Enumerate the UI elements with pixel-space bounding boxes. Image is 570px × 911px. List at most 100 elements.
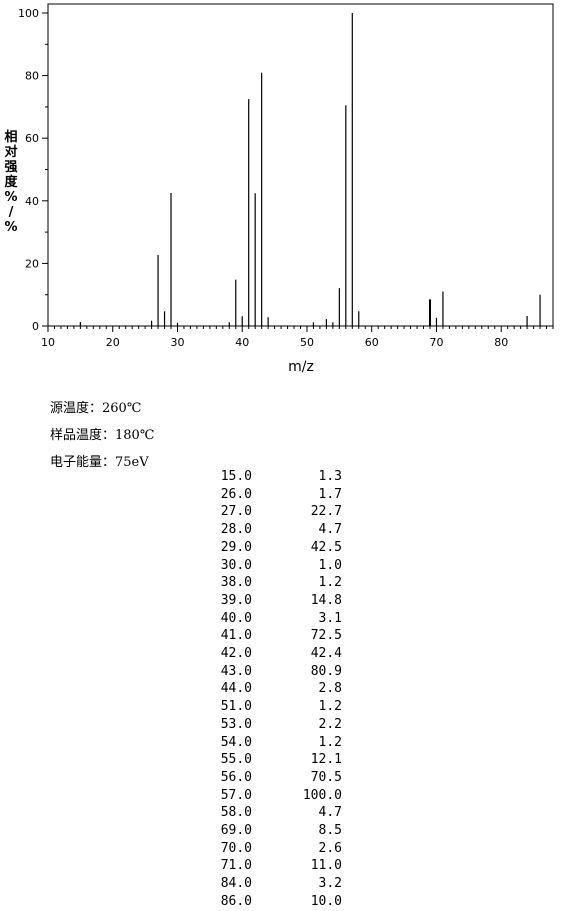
- x-tick-label: 50: [300, 336, 314, 349]
- mz-cell: 69.0: [220, 823, 252, 839]
- mz-cell: 40.0: [220, 610, 252, 626]
- intensity-cell: 72.5: [310, 628, 342, 644]
- y-axis-title-char: 相: [4, 130, 18, 145]
- mz-cell: 71.0: [220, 858, 252, 874]
- intensity-cell: 4.7: [318, 805, 342, 821]
- table-row: 26.0 1.7: [190, 486, 342, 504]
- table-row: 84.0 3.2: [190, 875, 342, 893]
- intensity-cell: 3.1: [318, 610, 342, 626]
- table-row: 42.0 42.4: [190, 645, 342, 663]
- intensity-cell: 70.5: [310, 769, 342, 785]
- electron-energy: 电子能量：75eV: [50, 455, 149, 470]
- table-row: 71.0 11.0: [190, 857, 342, 875]
- y-tick-label: 80: [25, 70, 39, 83]
- intensity-cell: 14.8: [310, 592, 342, 608]
- intensity-cell: 2.6: [318, 840, 342, 856]
- table-row: 86.0 10.0: [190, 893, 342, 911]
- intensity-cell: 1.3: [318, 469, 342, 484]
- intensity-cell: 10.0: [310, 893, 342, 909]
- x-tick-label: 70: [429, 336, 443, 349]
- plot-border: [47, 3, 554, 327]
- table-row: 57.0 100.0: [190, 787, 342, 805]
- table-row: 30.0 1.0: [190, 557, 342, 575]
- intensity-cell: 3.2: [318, 876, 342, 892]
- tick-labels: 10 20 30 40 50 60 70 80 0 20 40 60 80 100: [18, 7, 508, 349]
- table-row: 27.0 22.7: [190, 503, 342, 521]
- intensity-cell: 1.2: [318, 734, 342, 750]
- mz-cell: 56.0: [220, 769, 252, 785]
- table-row: 39.0 14.8: [190, 592, 342, 610]
- table-row: 28.0 4.7: [190, 521, 342, 539]
- mz-cell: 70.0: [220, 840, 252, 856]
- intensity-cell: 1.7: [318, 486, 342, 502]
- intensity-cell: 22.7: [310, 504, 342, 520]
- table-row: 70.0 2.6: [190, 840, 342, 858]
- mz-cell: 29.0: [220, 539, 252, 555]
- mz-cell: 27.0: [220, 504, 252, 520]
- x-tick-label: 40: [235, 336, 249, 349]
- x-tick-label: 10: [41, 336, 55, 349]
- intensity-cell: 12.1: [310, 752, 342, 768]
- mz-cell: 84.0: [220, 876, 252, 892]
- table-row: 53.0 2.2: [190, 716, 342, 734]
- intensity-cell: 2.2: [318, 716, 342, 732]
- y-axis-title-char: /: [8, 205, 14, 220]
- mz-cell: 55.0: [220, 752, 252, 768]
- mz-cell: 57.0: [220, 787, 252, 803]
- y-axis-title-char: 度: [4, 175, 18, 190]
- mz-cell: 15.0: [220, 469, 252, 484]
- intensity-cell: 1.0: [318, 557, 342, 573]
- mz-cell: 41.0: [220, 628, 252, 644]
- table-row: 40.0 3.1: [190, 610, 342, 628]
- y-tick-label: 60: [25, 132, 39, 145]
- x-tick-label: 20: [106, 336, 120, 349]
- table-row: 38.0 1.2: [190, 574, 342, 592]
- mz-cell: 53.0: [220, 716, 252, 732]
- mz-cell: 39.0: [220, 592, 252, 608]
- mz-cell: 43.0: [220, 663, 252, 679]
- mz-cell: 51.0: [220, 699, 252, 715]
- table-row: 69.0 8.5: [190, 822, 342, 840]
- intensity-cell: 80.9: [310, 663, 342, 679]
- table-row: 15.0 1.3: [190, 468, 342, 486]
- y-tick-label: 0: [32, 320, 39, 333]
- peak-bars: [79, 13, 541, 326]
- table-row: 43.0 80.9: [190, 663, 342, 681]
- mz-cell: 58.0: [220, 805, 252, 821]
- table-row: 51.0 1.2: [190, 698, 342, 716]
- y-axis-title-char: %: [4, 190, 18, 205]
- table-row: 41.0 72.5: [190, 627, 342, 645]
- y-axis-title-char: 对: [4, 145, 18, 160]
- table-row: 54.0 1.2: [190, 734, 342, 752]
- mz-cell: 42.0: [220, 646, 252, 662]
- mz-cell: 26.0: [220, 486, 252, 502]
- intensity-cell: 2.8: [318, 681, 342, 697]
- intensity-cell: 42.5: [310, 539, 342, 555]
- axis-ticks: [42, 12, 554, 332]
- mz-cell: 28.0: [220, 522, 252, 538]
- y-tick-label: 40: [25, 195, 39, 208]
- table-row: 44.0 2.8: [190, 680, 342, 698]
- sample-temperature: 样品温度：180℃: [50, 428, 155, 443]
- intensity-cell: 100.0: [302, 787, 342, 803]
- y-tick-label: 20: [25, 257, 39, 270]
- intensity-cell: 8.5: [318, 823, 342, 839]
- x-tick-label: 80: [494, 336, 508, 349]
- y-axis-title-char: %: [4, 220, 18, 235]
- mz-cell: 86.0: [220, 893, 252, 909]
- table-row: 29.0 42.5: [190, 539, 342, 557]
- intensity-cell: 1.2: [318, 575, 342, 591]
- table-row: 56.0 70.5: [190, 769, 342, 787]
- intensity-cell: 1.2: [318, 699, 342, 715]
- intensity-cell: 11.0: [310, 858, 342, 874]
- mz-cell: 54.0: [220, 734, 252, 750]
- x-tick-label: 60: [365, 336, 379, 349]
- mz-cell: 44.0: [220, 681, 252, 697]
- intensity-cell: 42.4: [310, 646, 342, 662]
- y-axis-title: 相 对 强 度 % / %: [3, 130, 19, 235]
- table-row: 55.0 12.1: [190, 751, 342, 769]
- table-row: 58.0 4.7: [190, 804, 342, 822]
- y-tick-label: 100: [18, 7, 39, 20]
- intensity-cell: 4.7: [318, 522, 342, 538]
- x-axis-title: m/z: [288, 359, 314, 375]
